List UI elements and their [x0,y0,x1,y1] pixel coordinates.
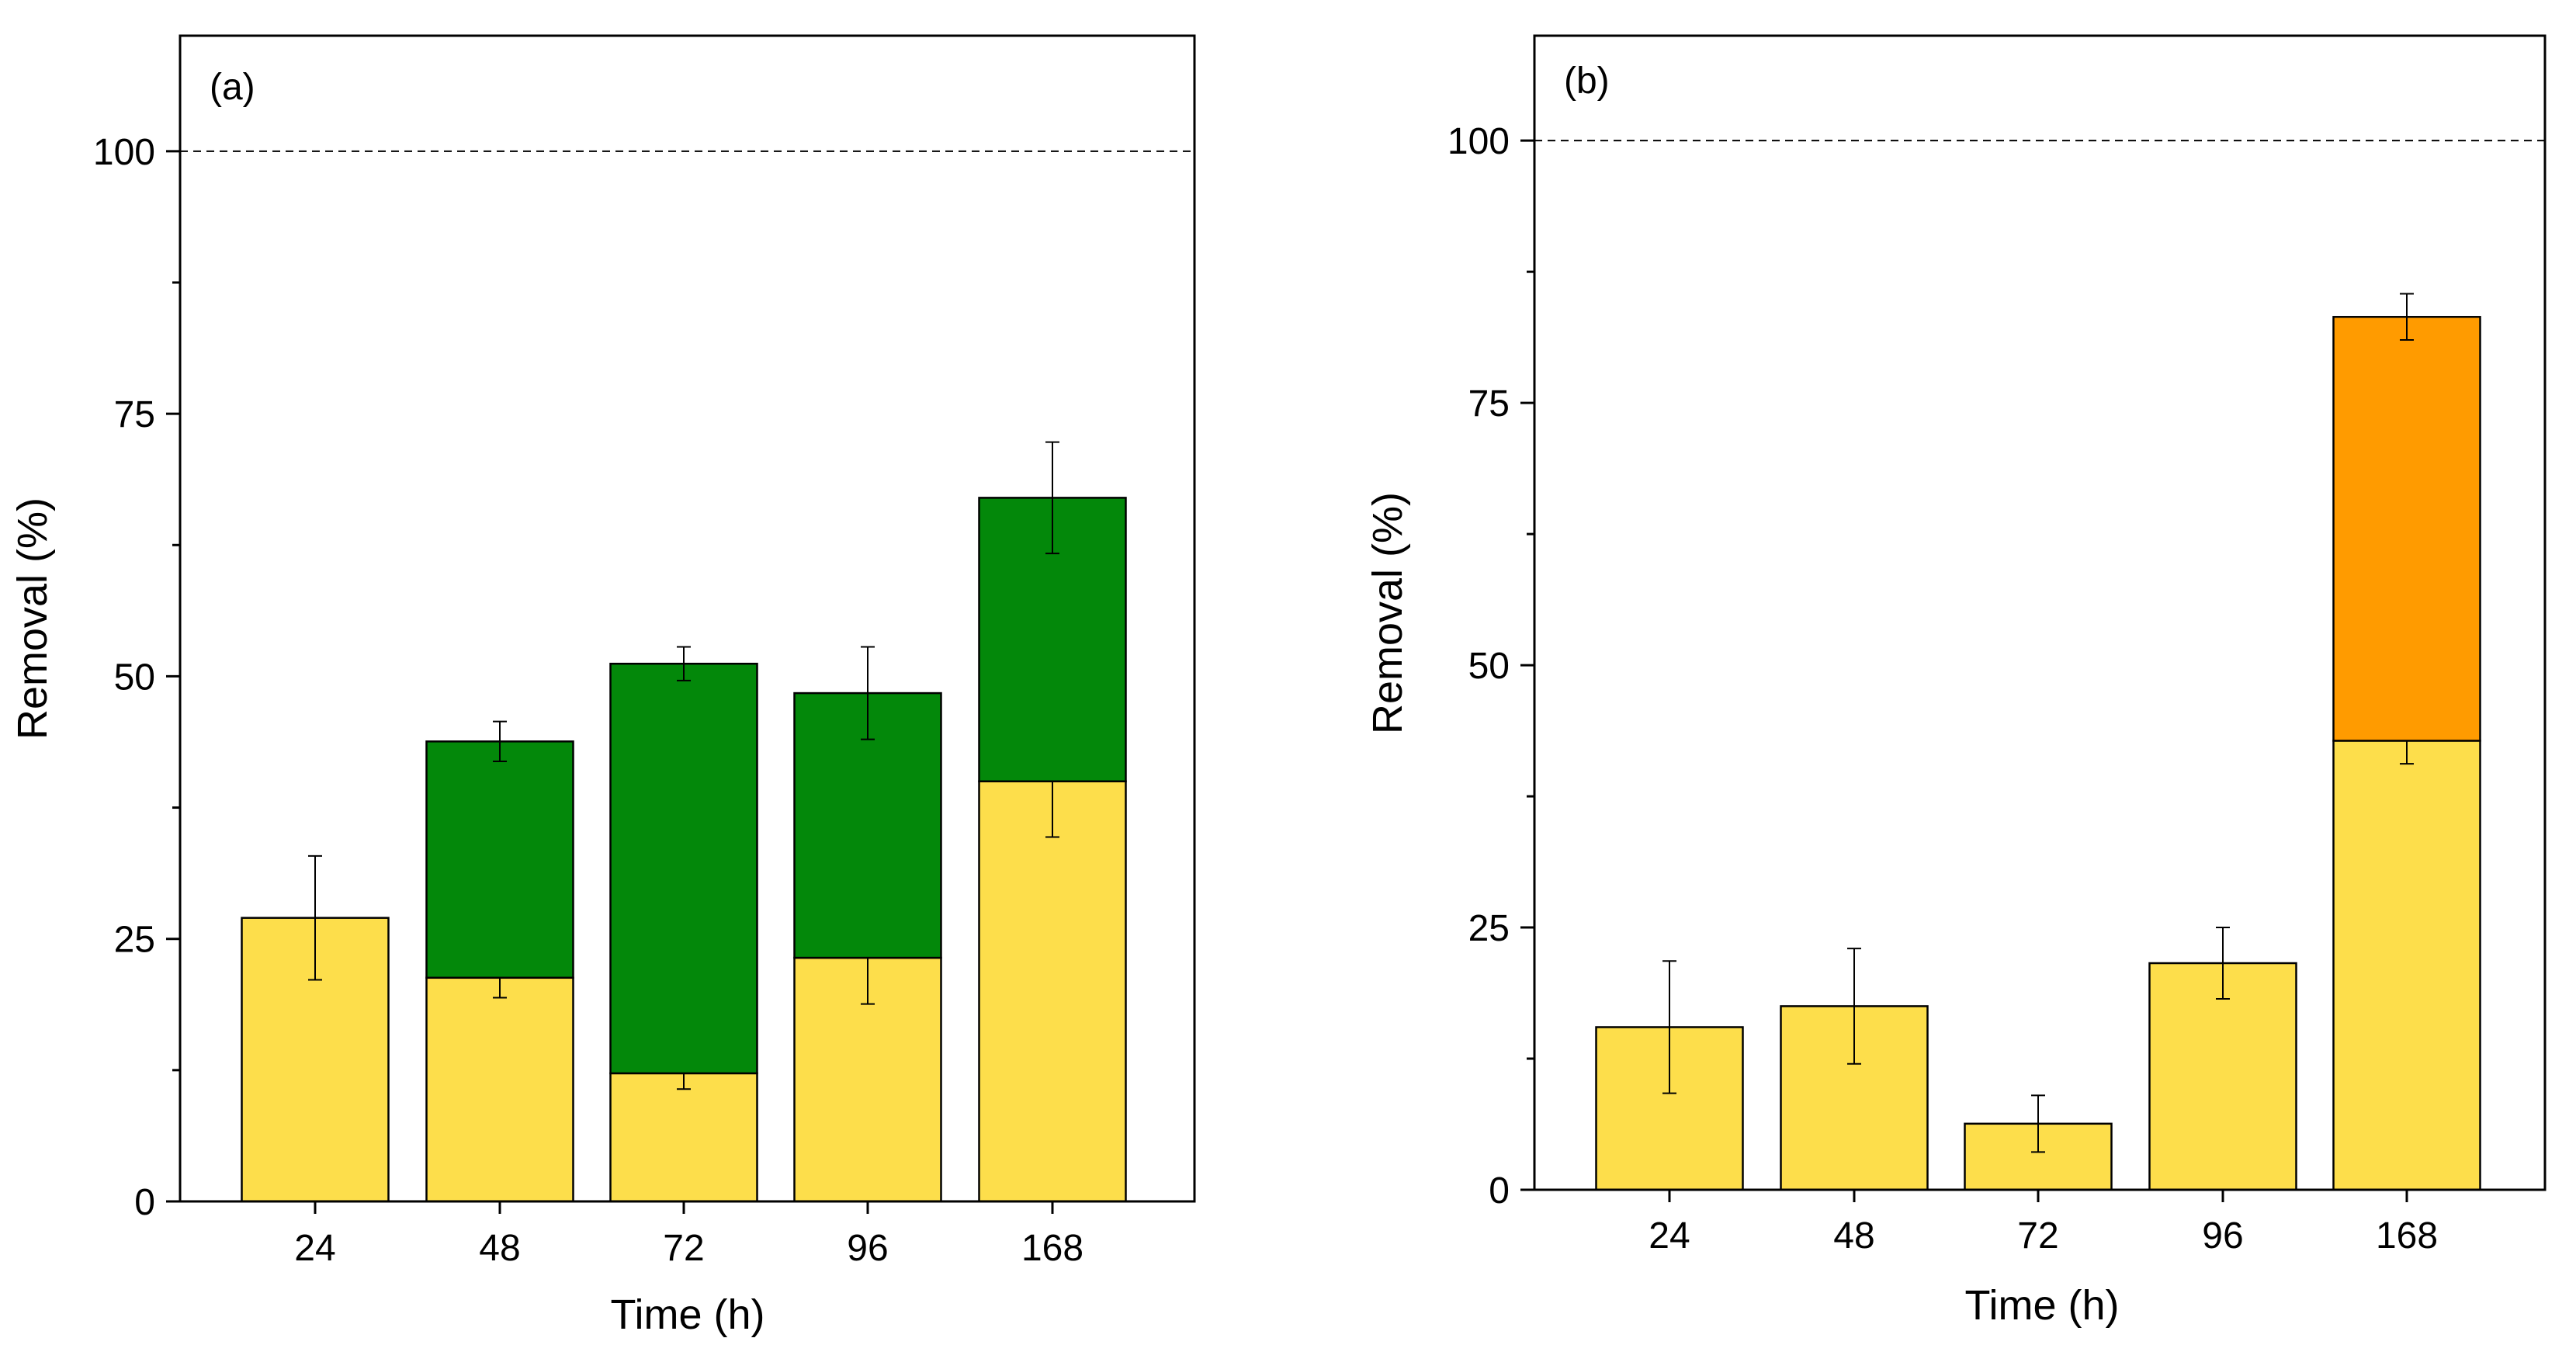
bar-lower-96 [2148,962,2297,1191]
error-bar-lower-24 [1662,960,1676,1094]
error-bar-upper-48 [493,720,507,763]
bar-lower-72 [609,1072,758,1203]
bar-lower-168 [978,780,1127,1203]
x-tick-label: 24 [294,1228,335,1269]
y-axis-title: Removal (%) [1364,492,1411,734]
y-tick-label: 0 [134,1182,155,1223]
y-axis-title: Removal (%) [9,497,56,740]
y-tick-label: 0 [1489,1170,1510,1212]
y-tick-label: 50 [1468,646,1510,687]
error-bar-upper-72 [677,646,691,681]
error-bar-lower-96 [2216,927,2230,1000]
x-tick-label: 48 [1833,1215,1874,1257]
bar-upper-48 [425,740,574,979]
x-tick-label: 168 [1021,1228,1083,1269]
y-tick-label: 100 [1447,121,1510,162]
x-tick-label: 48 [479,1228,520,1269]
y-tick-label: 75 [1468,383,1510,425]
plot-frame [179,34,1196,1203]
panel-label: (a) [210,67,255,108]
chart-panel-b: 0 25 50 75 100 24 48 72 96 168 Time (h) Removal (%)… [1364,34,2547,1329]
x-tick-label: 96 [847,1228,888,1269]
y-tick-label: 25 [1468,908,1510,949]
y-tick-label: 75 [114,394,155,435]
bar-lower-48 [425,976,574,1203]
error-bar-lower-72 [2031,1094,2045,1153]
x-tick-label: 72 [2017,1215,2058,1257]
x-axis-title: Time (h) [1965,1282,2120,1329]
y-tick-label: 50 [114,657,155,698]
plot-frame [1533,34,2547,1191]
error-bar-upper-168 [2400,293,2414,341]
error-bar-lower-24 [308,854,322,981]
x-tick-label: 24 [1649,1215,1690,1257]
panel-label: (b) [1564,61,1610,102]
bar-lower-168 [2332,740,2481,1191]
x-tick-label: 72 [663,1228,704,1269]
error-bar-lower-48 [1847,948,1861,1065]
bar-upper-168 [2332,316,2481,742]
x-axis-title: Time (h) [611,1291,765,1338]
error-bar-upper-168 [1045,441,1059,555]
y-tick-label: 25 [114,920,155,961]
error-bar-upper-96 [861,646,875,740]
x-tick-label: 168 [2376,1215,2438,1257]
chart-panel-a: 0 25 50 75 100 24 48 72 96 168 Time (h) Removal (%)… [9,34,1196,1338]
x-tick-label: 96 [2202,1215,2243,1257]
bar-upper-72 [609,662,758,1075]
y-tick-label: 100 [93,132,155,173]
